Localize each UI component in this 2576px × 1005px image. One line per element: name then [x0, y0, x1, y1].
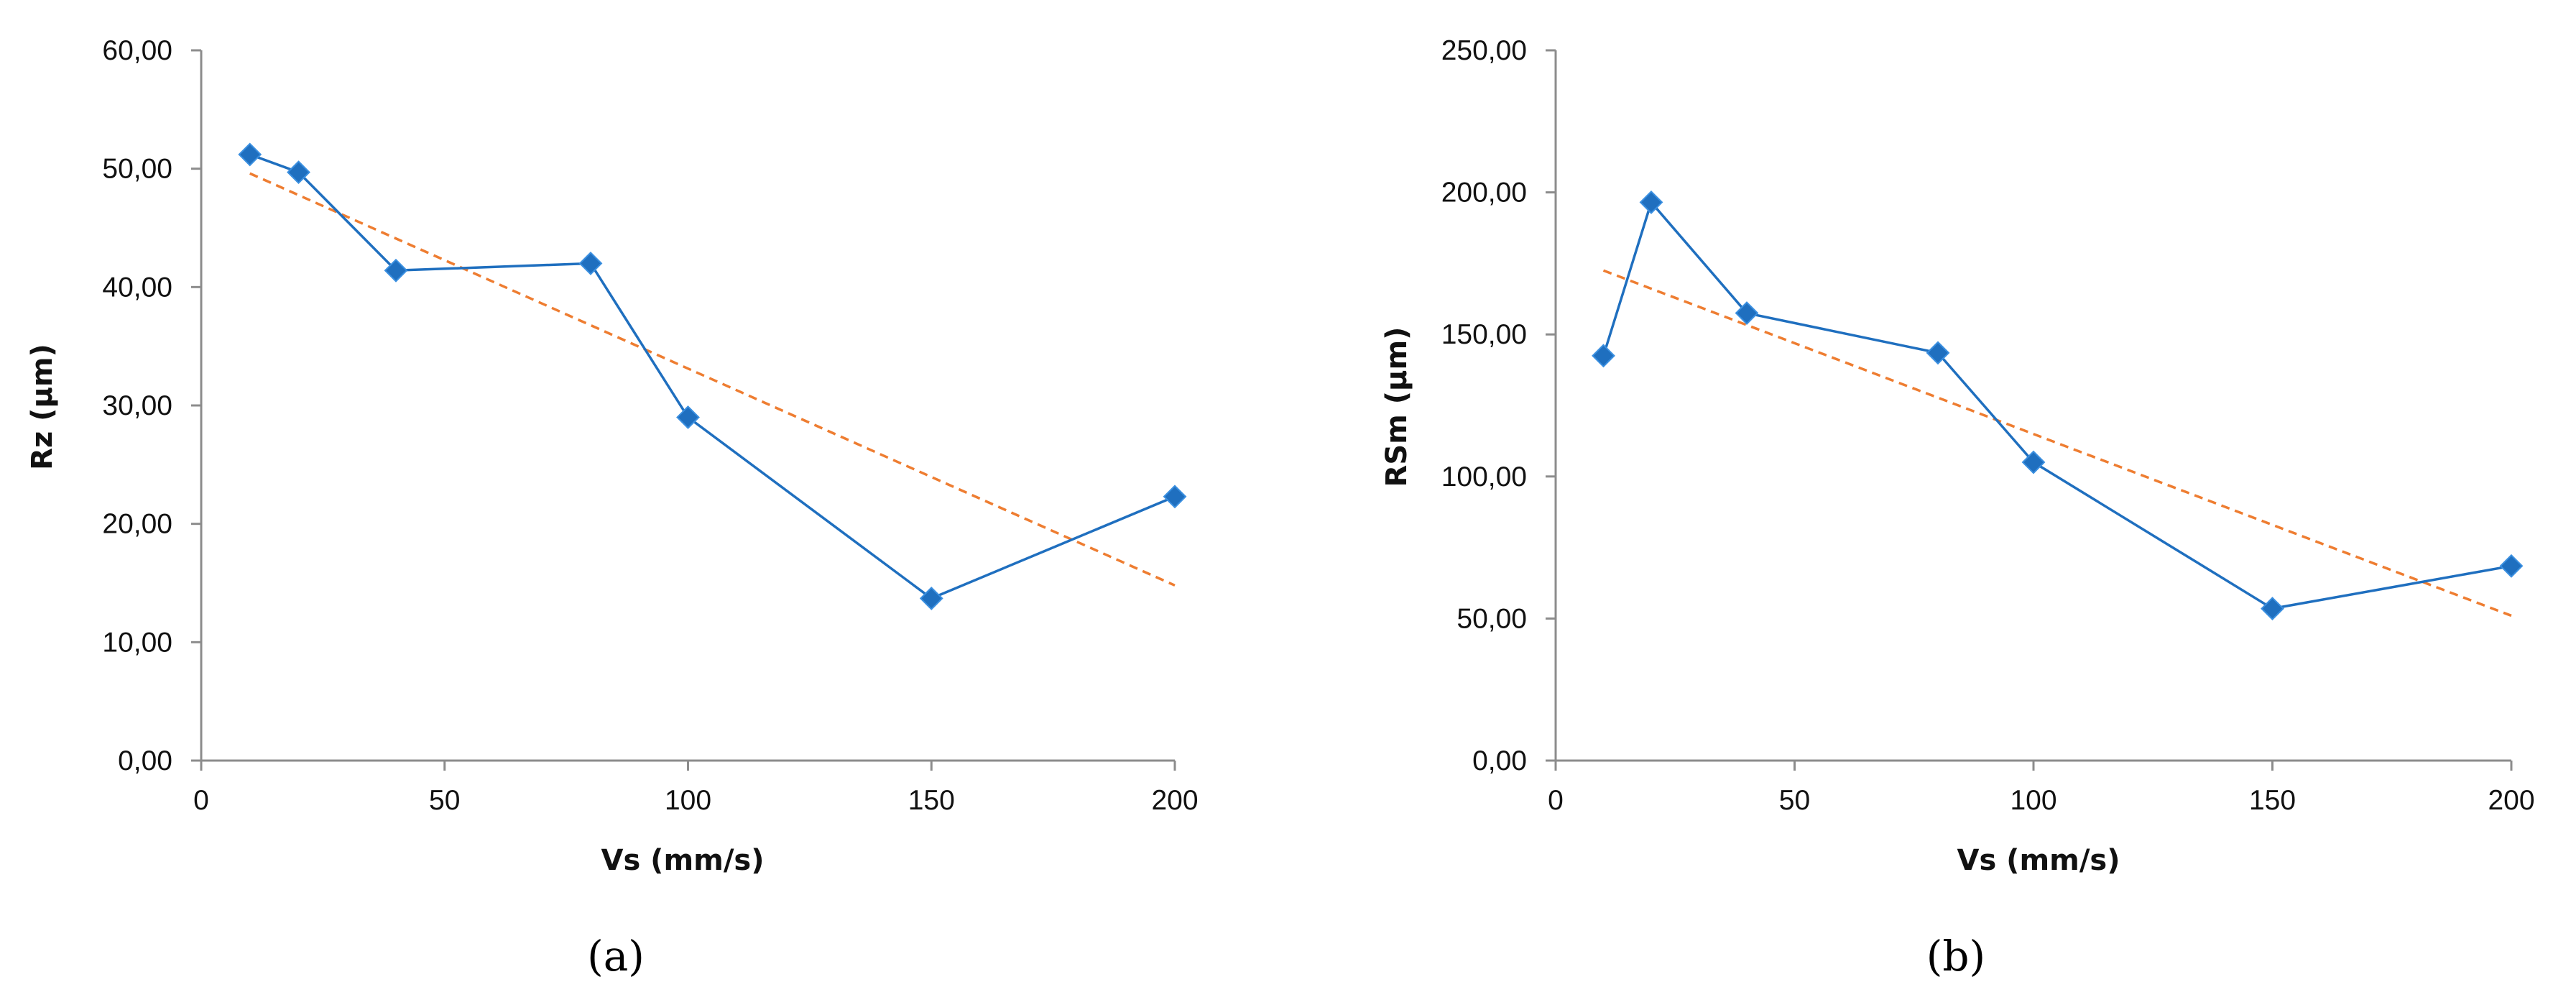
y-tick-label: 10,00: [102, 627, 172, 658]
data-point: [919, 586, 943, 610]
y-tick-label: 250,00: [1441, 35, 1527, 66]
x-axis-title: Vs (mm/s): [1957, 844, 2120, 877]
y-axis-title: RSm (μm): [1380, 327, 1413, 487]
x-tick-label: 150: [2249, 785, 2296, 816]
trendline: [249, 172, 1176, 587]
x-tick-label: 50: [429, 785, 460, 816]
y-tick-label: 60,00: [102, 35, 172, 66]
plot-area: 0,00 50,00 100,00 150,00 200,00 250,00 0 50 100 1…: [1441, 35, 2535, 816]
data-point: [1592, 344, 1615, 368]
trendline: [1602, 269, 2512, 618]
data-point: [1735, 301, 1759, 325]
y-tick-label: 0,00: [1472, 745, 1527, 776]
data-point: [1926, 341, 1950, 365]
series-line: [1602, 199, 2512, 610]
x-tick-label: 200: [2488, 785, 2534, 816]
y-tick-label: 150,00: [1441, 319, 1527, 350]
x-tick-label: 100: [2010, 785, 2056, 816]
x-tick-label: 50: [1779, 785, 1810, 816]
y-tick-label: 100,00: [1441, 462, 1527, 492]
data-point: [676, 405, 700, 429]
panel-label: (b): [1926, 932, 1985, 981]
y-axis-title: Rz (μm): [26, 344, 59, 470]
chart-panel-a: 0,00 10,00 20,00 30,00 40,00 50,00 60,00 0 50 100…: [26, 35, 1199, 981]
y-tick-label: 0,00: [118, 745, 172, 776]
x-axis-title: Vs (mm/s): [601, 844, 764, 877]
x-tick-label: 0: [193, 785, 209, 816]
x-tick-label: 150: [908, 785, 955, 816]
y-tick-label: 50,00: [1456, 603, 1527, 634]
data-point: [1163, 485, 1187, 509]
x-tick-label: 100: [665, 785, 711, 816]
series-line: [249, 153, 1176, 600]
data-point: [384, 258, 408, 283]
y-tick-label: 40,00: [102, 272, 172, 303]
chart-panel-b: 0,00 50,00 100,00 150,00 200,00 250,00 0 50 100 1…: [1380, 35, 2535, 981]
y-tick-label: 30,00: [102, 390, 172, 421]
plot-area: 0,00 10,00 20,00 30,00 40,00 50,00 60,00 0 50 100…: [102, 35, 1198, 816]
y-tick-label: 20,00: [102, 509, 172, 540]
data-point: [2021, 450, 2046, 474]
data-point: [578, 251, 603, 275]
data-point: [2261, 597, 2284, 620]
y-tick-label: 200,00: [1441, 178, 1527, 208]
y-tick-label: 50,00: [102, 154, 172, 185]
x-tick-label: 0: [1548, 785, 1564, 816]
panel-label: (a): [587, 932, 645, 981]
data-point: [287, 160, 310, 185]
data-point: [238, 142, 262, 167]
data-point: [1639, 191, 1663, 214]
x-tick-label: 200: [1151, 785, 1198, 816]
data-point: [2499, 554, 2524, 578]
